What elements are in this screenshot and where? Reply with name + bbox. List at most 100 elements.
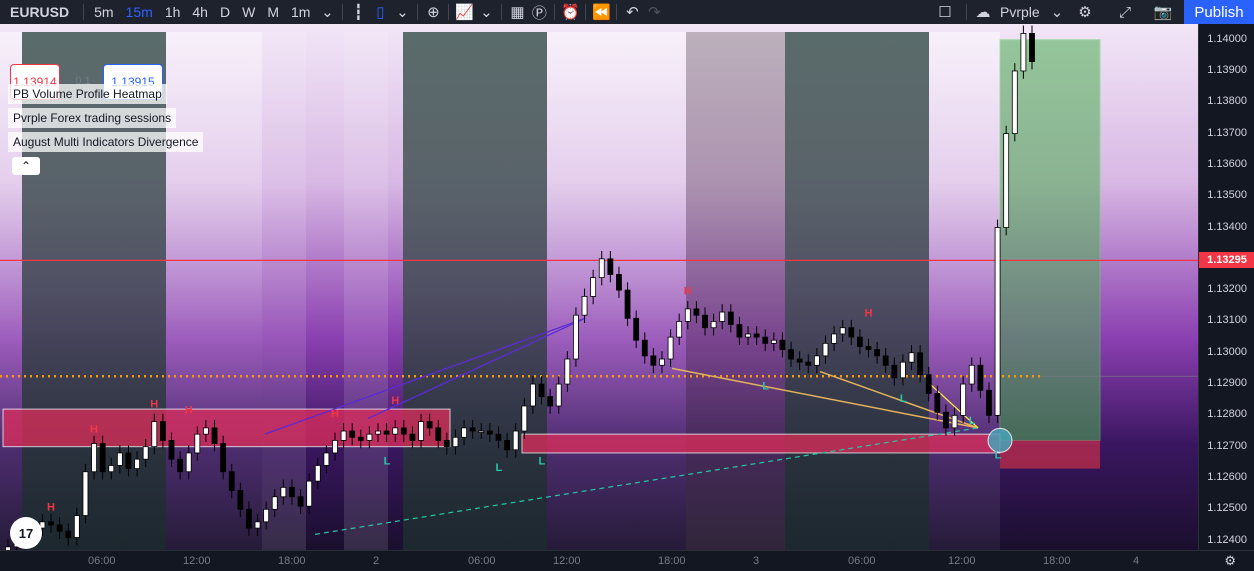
indicator-legend-divergence[interactable]: August Multi Indicators Divergence — [8, 132, 203, 152]
candle — [74, 516, 79, 538]
candle — [462, 428, 467, 437]
symbol-search[interactable]: EURUSD — [0, 0, 79, 24]
candle — [703, 315, 708, 328]
candle — [961, 384, 966, 415]
settings-gear-icon[interactable]: ⚙ — [1074, 1, 1096, 23]
candle — [289, 487, 294, 496]
session-column — [403, 32, 547, 550]
camera-icon[interactable]: 📷 — [1152, 1, 1174, 23]
candle — [685, 309, 690, 322]
add-compare-icon[interactable]: ⊕ — [422, 1, 444, 23]
swing-low-marker: L — [969, 415, 976, 427]
fullscreen-icon[interactable]: ⤢ — [1114, 1, 1136, 23]
candle — [952, 415, 957, 428]
timeframe-5m[interactable]: 5m — [88, 0, 119, 24]
candle — [307, 481, 312, 506]
alert-icon[interactable]: ⏰ — [559, 1, 581, 23]
timeframe-1m[interactable]: 1m — [285, 0, 316, 24]
timeframe-4h[interactable]: 4h — [186, 0, 214, 24]
undo-icon[interactable]: ↶ — [621, 1, 643, 23]
indicator-legend-sessions[interactable]: Pvrple Forex trading sessions — [8, 108, 176, 128]
time-tick: 12:00 — [553, 555, 581, 567]
candle — [117, 453, 122, 466]
candle — [186, 453, 191, 472]
session-column — [626, 32, 686, 550]
swing-high-marker: H — [684, 286, 692, 298]
candle — [573, 315, 578, 359]
swing-high-marker: H — [391, 395, 399, 407]
candle — [625, 290, 630, 318]
timeframe-W[interactable]: W — [236, 0, 261, 24]
chart-pane[interactable]: HHHHHHHHLLLLLLLL 1.13914 0.1 1.13915 PB … — [0, 24, 1198, 550]
candle — [548, 397, 553, 406]
swing-low-marker: L — [995, 449, 1002, 461]
publish-button[interactable]: Publish — [1184, 0, 1254, 24]
chevron-down-icon[interactable]: ⌄ — [475, 1, 497, 23]
swing-low-marker: L — [384, 456, 391, 468]
candle — [341, 431, 346, 440]
price-chart[interactable]: HHHHHHHHLLLLLLLL — [0, 24, 1198, 550]
candle — [393, 428, 398, 434]
price-tick: 1.12900 — [1207, 377, 1247, 389]
timeframe-1h[interactable]: 1h — [159, 0, 187, 24]
chevron-down-icon[interactable]: ⌄ — [1046, 1, 1068, 23]
timeframe-15m[interactable]: 15m — [120, 0, 159, 24]
time-tick: 18:00 — [278, 555, 306, 567]
timeframe-D[interactable]: D — [214, 0, 236, 24]
demand-zone[interactable] — [522, 434, 1000, 453]
candle — [823, 343, 828, 356]
candle — [556, 384, 561, 406]
fullscreen-square-icon[interactable]: ☐ — [934, 1, 956, 23]
candle — [1021, 33, 1026, 71]
bar-chart-icon[interactable]: ┇ — [347, 1, 369, 23]
candle — [152, 422, 157, 447]
candle — [143, 447, 148, 460]
chevron-down-icon[interactable]: ⌄ — [391, 1, 413, 23]
chevron-down-icon[interactable]: ⌄ — [316, 1, 338, 23]
price-tick: 1.13900 — [1207, 64, 1247, 76]
tradingview-logo[interactable]: 17 — [10, 517, 42, 549]
price-tick: 1.13500 — [1207, 189, 1247, 201]
candle — [264, 509, 269, 522]
candle — [892, 365, 897, 378]
indicator-legend-volume-profile[interactable]: PB Volume Profile Heatmap — [8, 84, 167, 104]
toolbar-divider — [342, 4, 343, 20]
layout-name[interactable]: Pvrple — [994, 0, 1046, 24]
replay-icon[interactable]: ⏪ — [590, 1, 612, 23]
cloud-icon[interactable]: ☁ — [972, 1, 994, 23]
time-tick: 4 — [1133, 555, 1139, 567]
timeframe-M[interactable]: M — [261, 0, 285, 24]
swing-high-marker: H — [185, 405, 193, 417]
layout-grid-icon[interactable]: ▦ — [506, 1, 528, 23]
toolbar-divider — [966, 4, 967, 20]
axis-settings-gear-icon[interactable]: ⚙ — [1224, 553, 1236, 569]
candle — [350, 431, 355, 437]
candle — [978, 365, 983, 390]
swing-low-marker: L — [495, 462, 502, 474]
price-tick: 1.12500 — [1207, 502, 1247, 514]
candle — [539, 384, 544, 397]
candle — [212, 428, 217, 444]
candle — [367, 434, 372, 440]
long-position-stop[interactable] — [1000, 440, 1100, 468]
candle — [746, 334, 751, 337]
demand-zone[interactable] — [3, 409, 450, 447]
collapse-legend-button[interactable]: ⌃ — [12, 157, 40, 175]
candle — [565, 359, 570, 384]
candle — [255, 522, 260, 528]
price-tick: 1.12600 — [1207, 471, 1247, 483]
candle — [642, 340, 647, 356]
indicators-icon[interactable]: 📈 — [453, 1, 475, 23]
candle — [1012, 71, 1017, 134]
redo-icon[interactable]: ↷ — [643, 1, 665, 23]
candle — [900, 362, 905, 378]
candles-icon[interactable]: ▯ — [369, 1, 391, 23]
price-tick: 1.14000 — [1207, 33, 1247, 45]
candle — [505, 440, 510, 449]
candle — [943, 412, 948, 428]
candle — [229, 472, 234, 491]
pine-icon[interactable]: Ⓟ — [528, 1, 550, 23]
candle — [109, 465, 114, 471]
